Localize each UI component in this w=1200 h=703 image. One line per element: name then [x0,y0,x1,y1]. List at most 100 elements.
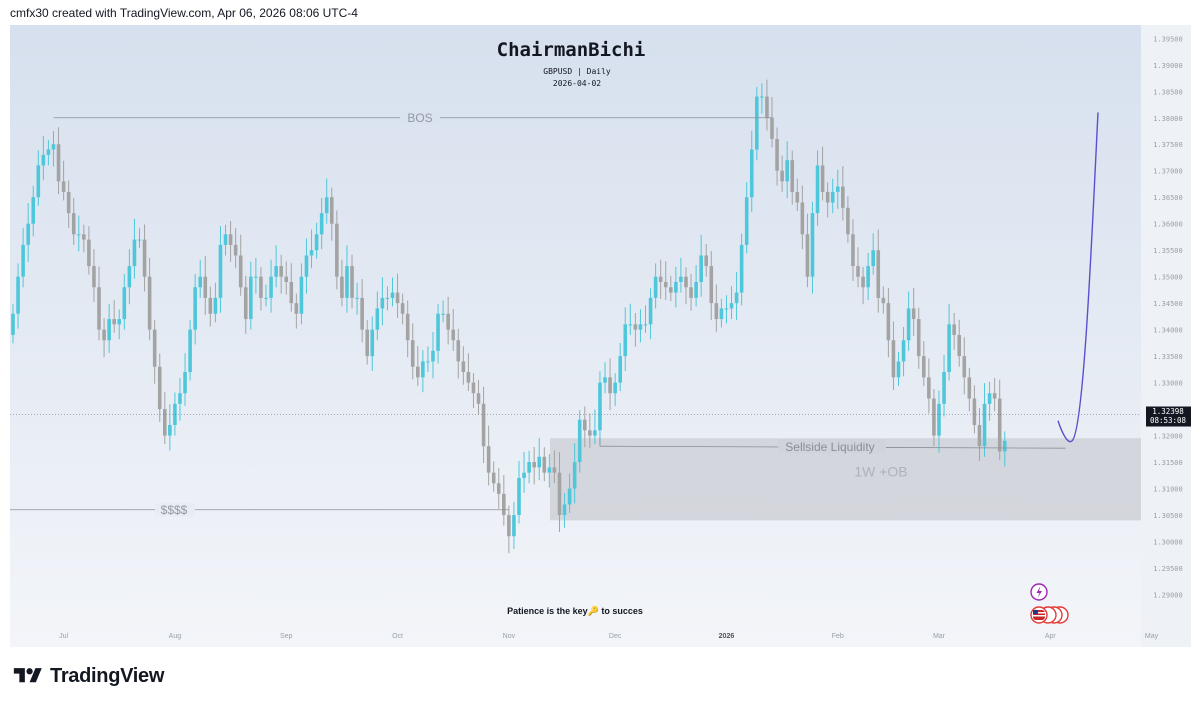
candle [319,198,324,250]
candle-body [835,186,840,192]
sellside-label: Sellside Liquidity [785,440,874,454]
candle [56,127,61,195]
candles-group [11,79,1007,554]
candle [421,350,425,393]
candle [567,473,572,513]
candle [790,150,795,205]
candle-body [517,477,521,516]
tradingview-logo[interactable]: TradingView [12,662,164,690]
candle [618,342,622,392]
candle [390,277,395,307]
candle-body [446,313,450,330]
candle [734,271,739,321]
x-tick-label: Nov [503,633,516,640]
y-tick-label: 1.35000 [1153,274,1183,282]
candle-body [269,276,273,298]
candle [61,160,66,201]
candle [957,319,962,367]
candle [775,127,779,186]
candle-body [41,154,46,166]
candle-body [679,276,683,282]
us-flag-icon[interactable] [1030,606,1069,624]
candle [243,275,248,334]
time-axis[interactable]: Jul Aug Sep Oct Nov Dec 2026 Feb Mar Apr May [59,633,1158,640]
candle [228,221,233,262]
price-label-countdown: 08:53:08 [1150,416,1187,425]
candle-body [967,377,972,399]
candle [26,203,30,262]
candle [896,351,901,386]
candle-body [243,287,248,320]
candle-body [350,266,354,298]
candle [572,443,577,504]
candle [760,83,764,114]
candle [866,252,870,300]
y-tick-label: 1.34500 [1153,300,1183,308]
candle-body [456,340,461,362]
candle-body [618,356,622,383]
candle [835,169,840,209]
candle-body [947,324,951,373]
candle [370,316,375,371]
candle-body [491,472,496,484]
x-tick-label: Dec [609,633,622,640]
candle-body [223,234,228,245]
candle-body [21,244,25,277]
candle [987,381,992,421]
candle-body [623,324,628,357]
candle-body [689,287,693,298]
candle [400,293,405,325]
candle [876,229,881,313]
candle [532,446,536,485]
candle-body [896,361,901,378]
candle-body [127,266,132,288]
candle [416,346,420,386]
candle [810,201,815,294]
candle-body [856,266,860,277]
candle-body [335,223,339,277]
lightning-icon[interactable] [1030,583,1048,601]
candle [127,249,132,305]
candle-body [238,255,243,288]
candle [71,198,76,245]
candle [294,293,299,329]
candle [481,386,486,464]
candle-body [385,297,390,299]
chart-area[interactable]: BOS $$$$ Sellside Liquidity 1W +OB Chairman… [10,25,1191,647]
candle [147,257,152,341]
candle [851,219,855,281]
candle [284,261,289,295]
candle [1002,431,1007,467]
candle [729,286,734,320]
candle-body [193,287,197,330]
candle-body [264,297,268,299]
candle [709,250,714,321]
candle [972,385,977,434]
candle-body [390,292,395,298]
candle-body [304,255,309,277]
candle [820,146,825,201]
candle-body [881,297,886,304]
candle-body [704,255,709,267]
price-chart[interactable]: BOS $$$$ Sellside Liquidity 1W +OB Chairman… [10,25,1191,647]
candle-body [51,144,56,150]
candle [385,286,390,311]
candle-body [400,303,405,314]
candle-body [775,138,779,171]
x-tick-label: 2026 [719,633,735,640]
x-tick-label: Sep [280,633,293,640]
candle [932,388,936,447]
candle [982,383,987,457]
candle-body [502,493,506,516]
candle-body [825,191,830,203]
candle [770,97,774,148]
candle-body [46,149,51,155]
candle-body [163,409,167,436]
candle-body [542,456,547,473]
candle-body [997,398,1002,452]
candle-body [537,456,542,468]
y-tick-label: 1.36500 [1153,194,1183,202]
candle [486,425,491,486]
candle-body [410,340,415,367]
chart-background [10,25,1191,647]
